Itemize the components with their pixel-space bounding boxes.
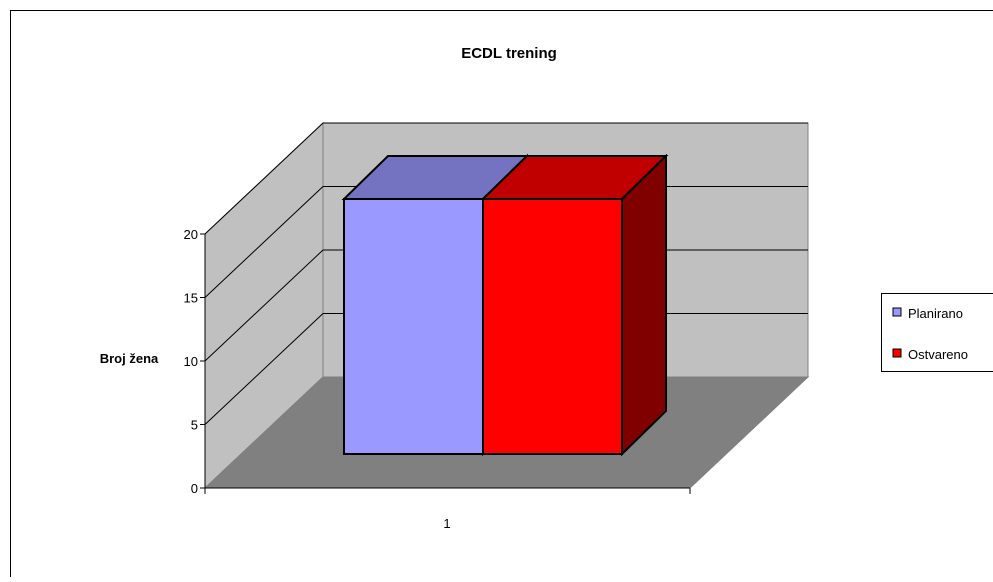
bar-planirano: [344, 199, 483, 454]
y-tick-label: 10: [184, 354, 198, 369]
chart-title: ECDL trening: [461, 45, 557, 62]
y-tick-label: 5: [191, 418, 198, 433]
bar-side-ostvareno: [622, 156, 666, 454]
x-category-label: 1: [443, 516, 450, 531]
legend: Planirano Ostvareno: [882, 294, 993, 372]
bar-ostvareno: [483, 199, 622, 454]
y-tick-label: 0: [191, 481, 198, 496]
legend-swatch-ostvareno: [893, 349, 901, 357]
legend-label-ostvareno: Ostvareno: [908, 347, 968, 362]
legend-label-planirano: Planirano: [908, 306, 963, 321]
y-tick-label: 20: [184, 227, 198, 242]
y-tick-label: 15: [184, 291, 198, 306]
chart-bars: [344, 156, 666, 454]
legend-swatch-planirano: [893, 308, 901, 316]
y-axis-label: Broj žena: [100, 351, 159, 366]
